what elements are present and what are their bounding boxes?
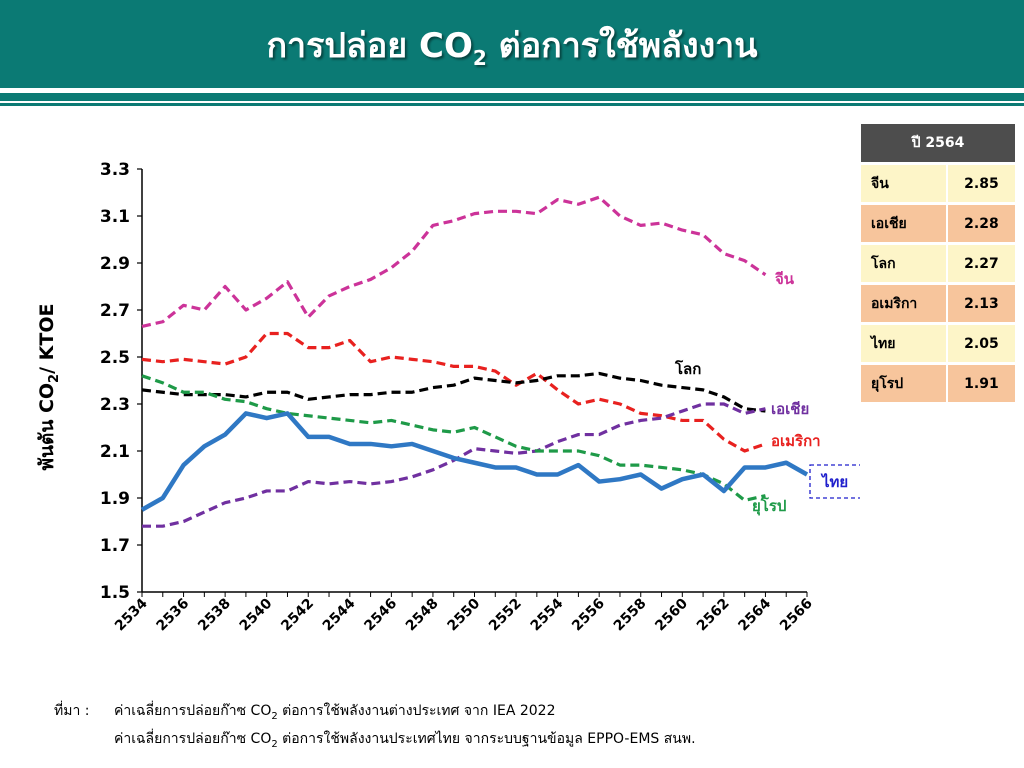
x-tick-label: 2538	[195, 596, 234, 635]
series-label: โลก	[674, 359, 701, 378]
source-label: ที่มา :	[54, 703, 90, 719]
region-value: 1.91	[945, 365, 1015, 402]
year-summary-table: ปี 2564 จีน 2.85 เอเชีย 2.28 โลก 2.27 อเมริ…	[861, 121, 1015, 405]
y-axis-label: พันตัน CO2/ KTOE	[36, 303, 62, 471]
table-row: เอเชีย 2.28	[861, 205, 1015, 242]
y-tick-label: 1.5	[100, 583, 130, 603]
y-tick-label: 3.3	[100, 160, 130, 180]
series-label: เอเชีย	[771, 400, 809, 418]
x-tick-label: 2552	[486, 596, 525, 635]
y-tick-label: 3.1	[100, 207, 130, 227]
table-row: โลก 2.27	[861, 245, 1015, 282]
series-label: อเมริกา	[771, 432, 821, 450]
x-tick-label: 2536	[154, 596, 193, 635]
banner-divider-thin	[0, 101, 1024, 103]
series-label: ไทย	[820, 472, 848, 491]
table-row: ไทย 2.05	[861, 325, 1015, 362]
x-tick-label: 2560	[652, 595, 691, 634]
region-value: 2.13	[945, 285, 1015, 322]
x-tick-label: 2554	[528, 595, 567, 634]
x-tick-label: 2542	[278, 596, 317, 635]
y-tick-label: 1.9	[100, 489, 130, 509]
x-tick-label: 2556	[569, 596, 608, 635]
region-value: 2.05	[945, 325, 1015, 362]
table-header: ปี 2564	[861, 124, 1015, 162]
banner-stripe-thin	[0, 103, 1024, 106]
source-line-1: ค่าเฉลี่ยการปล่อยก๊าซ CO2 ต่อการใช้พลังง…	[114, 703, 556, 722]
x-tick-label: 2546	[361, 596, 400, 635]
region-label: อเมริกา	[861, 285, 946, 322]
series-line	[142, 402, 766, 528]
source-note: ที่มา : ค่าเฉลี่ยการปล่อยก๊าซ CO2 ต่อการใ…	[54, 700, 696, 756]
x-tick-label: 2564	[735, 595, 774, 634]
region-label: โลก	[861, 245, 946, 282]
x-tick-label: 2550	[444, 595, 483, 634]
y-tick-label: 2.9	[100, 254, 130, 274]
series-label-box	[809, 464, 860, 499]
y-tick-label: 2.7	[100, 301, 130, 321]
series-line	[141, 331, 766, 453]
title-banner: การปล่อย CO2 ต่อการใช้พลังงาน	[0, 0, 1024, 88]
region-label: ไทย	[861, 325, 946, 362]
region-label: เอเชีย	[861, 205, 946, 242]
x-tick-label: 2566	[777, 596, 816, 635]
series-label: จีน	[775, 270, 795, 288]
region-label: จีน	[861, 165, 946, 202]
series-line	[141, 371, 766, 413]
region-value: 2.28	[945, 205, 1015, 242]
series-line	[141, 374, 766, 502]
table-row: ยุโรป 1.91	[861, 365, 1015, 402]
x-tick-label: 2544	[320, 595, 359, 634]
series-line	[140, 411, 809, 512]
y-tick-label: 2.5	[100, 348, 130, 368]
x-tick-label: 2562	[694, 596, 733, 635]
y-tick-label: 2.1	[100, 442, 130, 462]
table-row: อเมริกา 2.13	[861, 285, 1015, 322]
region-label: ยุโรป	[861, 365, 946, 402]
page-title: การปล่อย CO2 ต่อการใช้พลังงาน	[266, 26, 758, 70]
region-value: 2.85	[945, 165, 1015, 202]
x-tick-label: 2548	[403, 596, 442, 635]
region-value: 2.27	[945, 245, 1015, 282]
series-line	[141, 195, 767, 329]
banner-divider	[0, 88, 1024, 93]
x-tick-label: 2540	[237, 595, 276, 634]
banner-stripe	[0, 93, 1024, 101]
table-row: จีน 2.85	[861, 165, 1015, 202]
y-tick-label: 1.7	[100, 536, 130, 556]
source-line-2: ค่าเฉลี่ยการปล่อยก๊าซ CO2 ต่อการใช้พลังง…	[114, 730, 696, 750]
series-label: ยุโรป	[752, 496, 786, 516]
y-tick-label: 2.3	[100, 395, 130, 415]
x-tick-label: 2558	[611, 596, 650, 635]
